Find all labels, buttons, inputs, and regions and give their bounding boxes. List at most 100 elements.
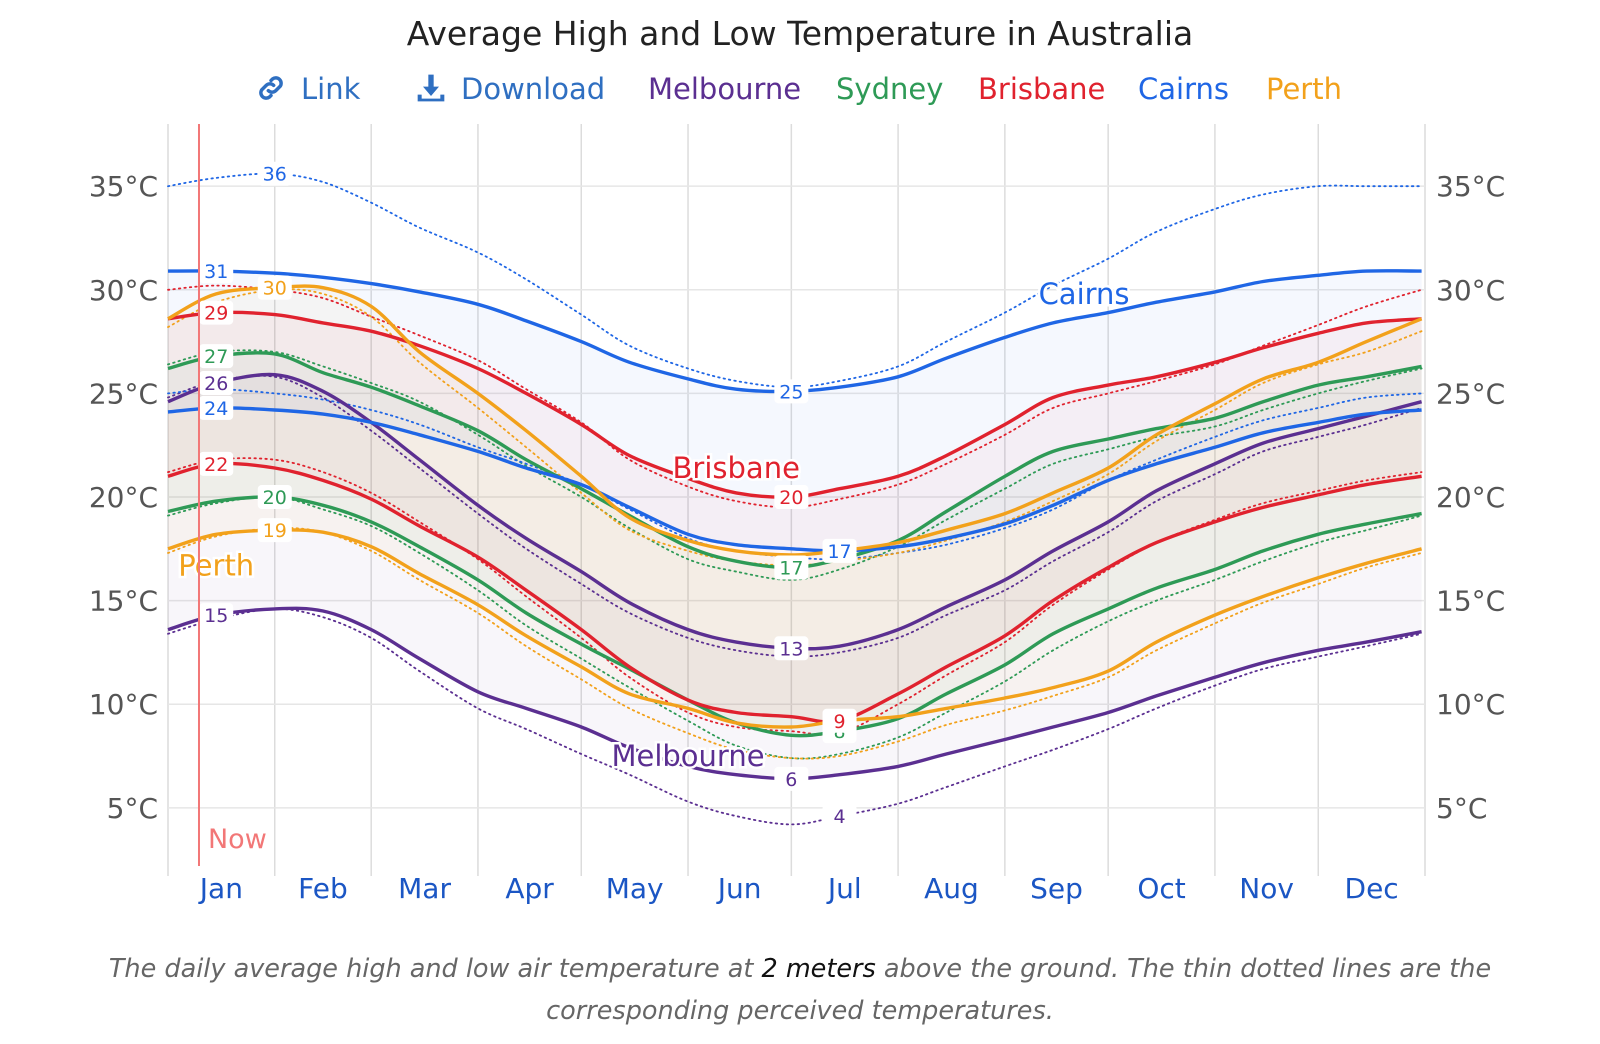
series-label-melbourne: Melbourne [611,739,764,773]
legend-perth[interactable]: Perth [1266,72,1342,106]
y-tick-label-right: 30°C [1436,274,1505,307]
link-action[interactable]: Link [255,66,360,112]
data-label-perth: 30 [263,278,287,300]
caption-text-end: above the ground. The thin dotted lines … [546,954,1492,1026]
series-label-perth: Perth [178,548,254,582]
data-label-brisbane: 29 [204,303,228,325]
data-label-sydney: 17 [779,557,803,579]
data-label-melbourne: 15 [204,605,228,627]
y-tick-label-right: 5°C [1436,792,1487,825]
chart-title: Average High and Low Temperature in Aust… [406,14,1194,53]
series-label-brisbane: Brisbane [673,451,800,485]
x-tick-label: Jul [826,872,862,905]
y-tick-label-right: 20°C [1436,481,1505,514]
legend-cairns[interactable]: Cairns [1138,72,1229,106]
now-marker-label: Now [208,824,267,855]
x-tick-label: Mar [398,872,451,905]
line-sydney-high-feels[interactable] [167,349,1423,581]
annotation-bg [199,603,234,628]
y-tick-label-left: 15°C [89,585,158,618]
caption-emphasis: 2 meters [761,954,876,984]
data-label-sydney: 20 [263,487,287,509]
x-tick-label: Dec [1345,872,1399,905]
data-label-sydney: 27 [204,346,228,368]
band-cairns [168,270,1422,551]
annotation-bg [199,395,234,420]
x-tick-label: Jun [716,872,762,905]
annotation-bg [774,555,809,580]
annotation-bg [199,300,234,325]
annotation-bg [822,538,857,563]
line-brisbane-low-feels[interactable] [167,457,1423,736]
annotation-bg [199,344,234,369]
annotation-bg [822,804,857,829]
x-tick-label: May [606,872,664,905]
data-label-cairns: 31 [204,261,228,283]
annotation-bg [822,708,857,733]
y-tick-label-right: 25°C [1436,377,1505,410]
line-perth-low[interactable] [167,528,1423,729]
y-tick-label-left: 10°C [89,688,158,721]
legend-sydney[interactable]: Sydney [836,72,944,106]
line-brisbane-low[interactable] [167,461,1422,724]
data-label-cairns: 36 [263,164,287,186]
annotation-bg [774,379,809,404]
chart-caption: The daily average high and low air tempe… [100,948,1500,1032]
link-icon [259,76,283,100]
data-label-melbourne: 6 [785,769,797,791]
data-label-perth: 19 [263,520,287,542]
data-label-melbourne: 13 [779,638,803,660]
data-label-melbourne: 4 [834,806,846,828]
legend-brisbane[interactable]: Brisbane [978,72,1106,106]
line-melbourne-high-feels[interactable] [167,374,1423,658]
x-tick-label: Aug [924,872,979,905]
line-cairns-low-feels[interactable] [167,388,1423,561]
y-tick-label-left: 35°C [89,170,158,203]
data-label-brisbane: 9 [834,711,846,733]
y-tick-label-left: 25°C [89,377,158,410]
y-tick-label-right: 15°C [1436,585,1505,618]
band-brisbane [168,312,1422,721]
annotation-bg [199,451,234,476]
data-label-melbourne: 26 [204,373,228,395]
line-melbourne-low-feels[interactable] [167,607,1423,826]
line-perth-high-feels[interactable] [167,288,1423,567]
annotation-bg [199,259,234,284]
x-tick-label: Feb [298,872,348,905]
download-action[interactable]: Download [415,66,605,112]
legend-melbourne[interactable]: Melbourne [648,72,802,106]
y-tick-label-right: 35°C [1436,170,1505,203]
annotation-bg [257,275,292,300]
line-sydney-low[interactable] [167,495,1422,738]
annotation-bg [257,518,292,543]
y-tick-label-left: 30°C [89,274,158,307]
y-tick-label-left: 5°C [107,792,158,825]
x-tick-label: Oct [1137,872,1185,905]
caption-text-start: The daily average high and low air tempe… [108,954,762,984]
temperature-chart: Jan Feb Mar Apr May Jun Jul Aug Sep Oct Nov Dec 5°C 5… [89,124,1505,905]
chart-legend: Link Download Melbourne Sydney Brisbane … [0,66,1600,112]
annotation-bg [774,636,809,661]
data-label-cairns: 25 [779,381,803,403]
download-icon [417,74,445,102]
x-tick-label: Sep [1030,872,1083,905]
data-label-cairns: 24 [204,398,228,420]
x-tick-label: Nov [1239,872,1294,905]
annotation-bg [257,161,292,186]
annotation-bg [257,485,292,509]
y-tick-label-left: 20°C [89,481,158,514]
x-tick-label: Jan [198,872,243,905]
annotation-bg [774,485,809,509]
line-perth-low-feels[interactable] [167,527,1423,760]
data-label-brisbane: 20 [779,487,803,509]
x-tick-label: Apr [505,872,554,905]
download-label: Download [461,72,606,106]
data-label-brisbane: 22 [204,454,228,476]
line-perth-high[interactable] [167,284,1423,557]
link-label: Link [301,72,361,106]
data-label-cairns: 17 [827,541,851,563]
y-tick-label-right: 10°C [1436,688,1505,721]
line-cairns-low[interactable] [167,406,1422,553]
series-label-cairns: Cairns [1039,277,1130,311]
annotation-bg [199,371,234,396]
